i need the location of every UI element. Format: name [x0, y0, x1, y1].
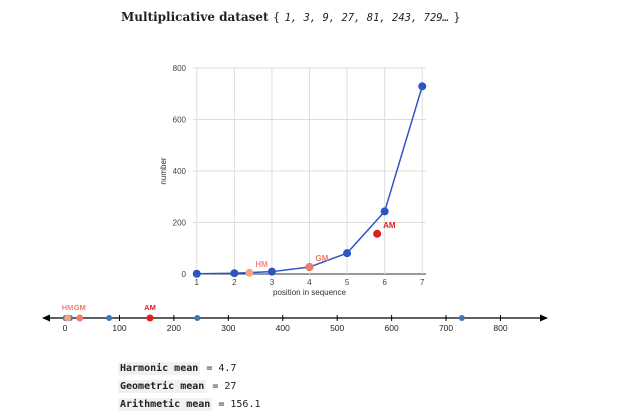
arithmetic-mean-label: Arithmetic mean: [118, 398, 213, 411]
dataset-sequence: 1, 3, 9, 27, 81, 243, 729…: [284, 12, 449, 24]
geometric-mean-value: = 27: [212, 381, 237, 392]
number-line-tick-label: 600: [385, 323, 399, 333]
y-tick-label: 600: [173, 116, 187, 125]
number-line-tick-label: 300: [221, 323, 235, 333]
x-tick-label: 6: [382, 278, 387, 287]
x-axis-title: position in sequence: [273, 288, 346, 297]
geometric-mean-row: Geometric mean = 27: [118, 378, 261, 396]
gm-number-line-label: GM: [74, 303, 86, 312]
x-tick-label: 2: [232, 278, 237, 287]
sequence-point: [418, 82, 427, 91]
number-line-left-arrow: [42, 314, 50, 322]
x-tick-label: 1: [195, 278, 200, 287]
am-label: AM: [383, 221, 396, 230]
hm-number-line-label: HM: [62, 303, 74, 312]
geometric-mean-label: Geometric mean: [118, 380, 207, 393]
number-line-point: [106, 315, 113, 321]
am-number-line-label: AM: [144, 303, 156, 312]
hm-label: HM: [255, 260, 268, 269]
gm-label: GM: [316, 254, 329, 263]
sequence-point: [380, 207, 389, 216]
harmonic-mean-row: Harmonic mean = 4.7: [118, 360, 261, 378]
open-brace: {: [272, 10, 281, 24]
sequence-point: [230, 269, 239, 278]
dataset-heading: Multiplicative dataset { 1, 3, 9, 27, 81…: [121, 10, 461, 24]
arithmetic-mean-value: = 156.1: [218, 399, 261, 410]
y-tick-label: 0: [182, 270, 187, 279]
number-line-tick-label: 100: [112, 323, 126, 333]
number-line-tick-label: 400: [276, 323, 290, 333]
number-line-tick-label: 0: [63, 323, 68, 333]
x-tick-label: 5: [345, 278, 350, 287]
number-line-point: [194, 315, 201, 321]
y-tick-label: 800: [173, 64, 187, 73]
x-tick-label: 3: [270, 278, 275, 287]
sequence-point: [192, 269, 201, 278]
am-number-line-point: [146, 314, 154, 322]
number-line-point: [458, 315, 465, 321]
gm-number-line-point: [76, 314, 84, 322]
am-point: [373, 229, 382, 238]
y-tick-label: 400: [173, 167, 187, 176]
x-tick-label: 7: [420, 278, 425, 287]
sequence-point: [343, 249, 352, 258]
number-line-tick-label: 200: [167, 323, 181, 333]
arithmetic-mean-row: Arithmetic mean = 156.1: [118, 396, 261, 414]
number-line-tick-label: 500: [330, 323, 344, 333]
harmonic-mean-value: = 4.7: [206, 363, 237, 374]
y-axis-title: number: [159, 157, 168, 184]
number-line-right-arrow: [540, 314, 548, 322]
close-brace: }: [453, 10, 461, 24]
hm-point: [245, 268, 254, 277]
harmonic-mean-label: Harmonic mean: [118, 362, 201, 375]
hm-number-line-point: [64, 314, 72, 322]
dataset-title: Multiplicative dataset: [121, 10, 269, 24]
sequence-point: [267, 267, 276, 276]
gm-point: [305, 263, 314, 272]
number-line-tick-label: 700: [439, 323, 453, 333]
x-tick-label: 4: [307, 278, 312, 287]
means-list: Harmonic mean = 4.7 Geometric mean = 27 …: [118, 360, 261, 414]
y-tick-label: 200: [173, 219, 187, 228]
number-line-tick-label: 800: [493, 323, 507, 333]
